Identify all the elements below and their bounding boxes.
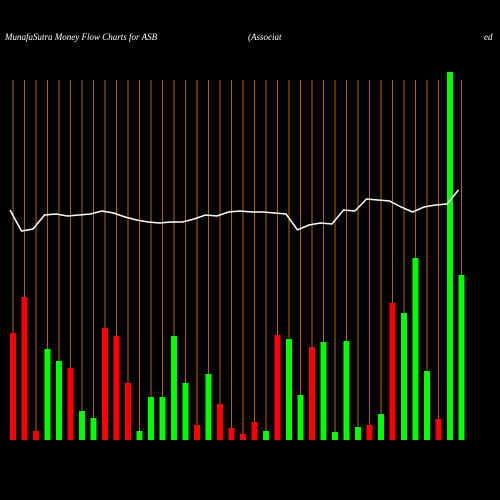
bar	[102, 328, 108, 440]
bar	[67, 368, 74, 440]
bar	[21, 297, 28, 440]
bar	[378, 414, 384, 440]
bar	[182, 383, 189, 440]
chart-title: MunafaSutra Money Flow Charts for ASB	[4, 32, 158, 42]
bar	[33, 431, 39, 440]
bar	[56, 361, 62, 440]
bar	[125, 383, 131, 440]
bar	[297, 395, 304, 440]
bar	[424, 371, 430, 440]
bar	[286, 339, 292, 440]
bar	[435, 419, 442, 440]
bar	[136, 431, 143, 440]
bar	[217, 404, 223, 440]
bar	[171, 336, 177, 440]
bar	[412, 258, 419, 440]
bar	[113, 336, 120, 440]
bar	[205, 374, 212, 440]
bar	[355, 427, 361, 440]
bar	[79, 411, 85, 440]
bar	[263, 431, 269, 440]
bar	[309, 347, 315, 440]
bar	[90, 418, 97, 440]
bar	[343, 341, 350, 440]
bar	[447, 72, 453, 440]
bar	[389, 303, 396, 440]
money-flow-line	[9, 189, 460, 232]
bar	[194, 425, 200, 440]
bar	[401, 313, 407, 440]
bar	[148, 397, 154, 440]
bar	[159, 397, 166, 440]
bar	[332, 432, 338, 440]
chart-subtitle: (Associat	[248, 32, 282, 42]
bar	[458, 275, 465, 440]
chart-subtitle-end: ed	[484, 32, 493, 42]
bar	[251, 422, 258, 440]
bar	[366, 425, 373, 440]
bar	[320, 342, 327, 440]
bar	[240, 434, 246, 440]
bar	[274, 335, 281, 440]
bar	[44, 349, 51, 440]
bar	[228, 428, 235, 440]
bar	[10, 333, 16, 440]
